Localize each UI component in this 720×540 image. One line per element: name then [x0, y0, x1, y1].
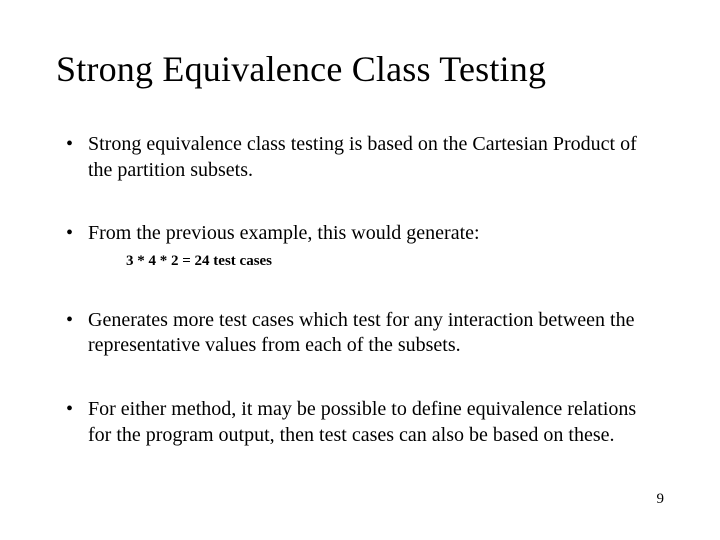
bullet-item: For either method, it may be possible to… [56, 397, 664, 448]
bullet-item: Generates more test cases which test for… [56, 308, 664, 359]
bullet-item: Strong equivalence class testing is base… [56, 132, 664, 183]
slide-title: Strong Equivalence Class Testing [56, 48, 664, 90]
page-number: 9 [657, 491, 665, 508]
bullet-list-continued: Generates more test cases which test for… [56, 308, 664, 448]
sub-bullet-text: 3 * 4 * 2 = 24 test cases [126, 253, 664, 270]
bullet-list: Strong equivalence class testing is base… [56, 132, 664, 247]
bullet-item: From the previous example, this would ge… [56, 221, 664, 247]
